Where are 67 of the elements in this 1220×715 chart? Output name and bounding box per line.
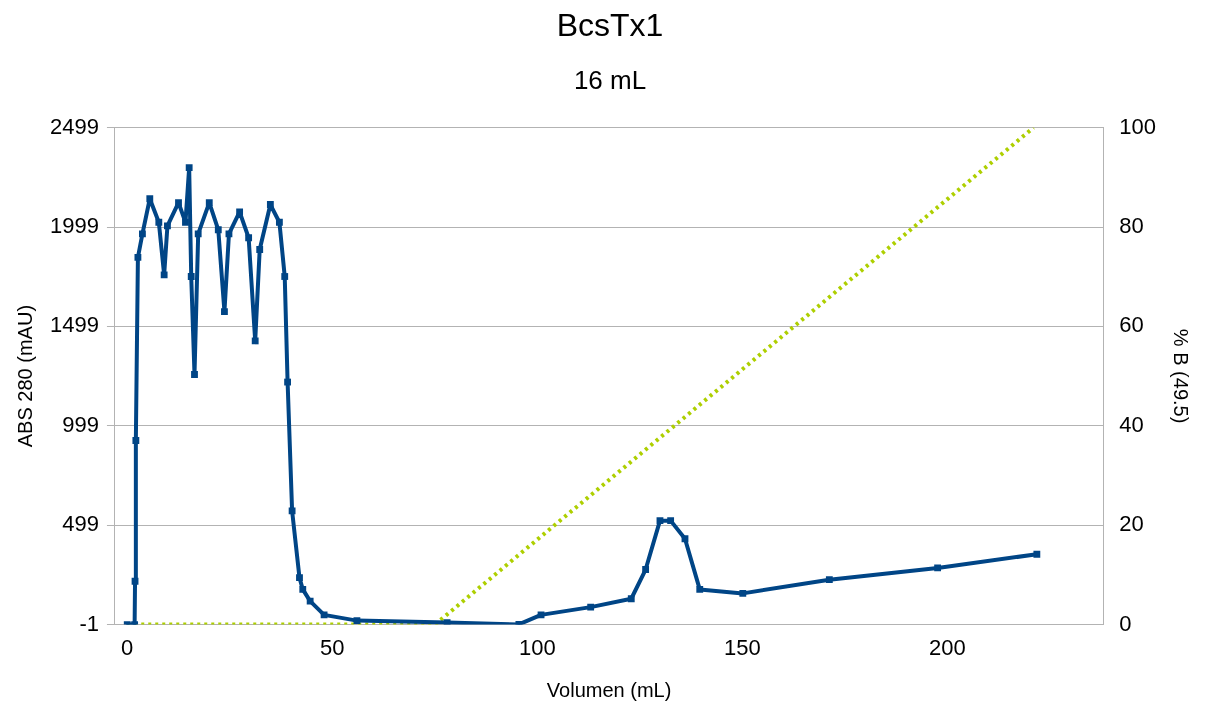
y-tick-label: -1 (79, 610, 99, 636)
point (1033, 550, 1041, 558)
point (251, 337, 259, 345)
point (164, 222, 171, 230)
point (160, 271, 168, 279)
y2-tick-label: 80 (1119, 213, 1144, 239)
y-tick-label: 1999 (49, 213, 99, 239)
y2-axis-title: % B (49.5) (1170, 328, 1193, 424)
point (132, 437, 140, 444)
point (214, 226, 222, 234)
point (320, 611, 328, 619)
y-tick-label: 999 (62, 411, 99, 437)
x-tick-label: 0 (121, 634, 134, 660)
point (627, 595, 635, 603)
y-tick-label: 2499 (49, 113, 99, 139)
point (288, 507, 296, 515)
point (537, 611, 545, 619)
point (146, 195, 154, 203)
x-tick-label: 50 (320, 634, 345, 660)
x-tick-label: 200 (929, 634, 966, 660)
point (681, 535, 689, 543)
y-axis-title: ABS 280 (mAU) (13, 304, 36, 448)
y2-tick-label: 60 (1119, 312, 1144, 338)
point (139, 230, 146, 238)
point (443, 619, 451, 625)
x-axis-title: Volumen (mL) (546, 678, 672, 701)
point (221, 308, 228, 316)
point (205, 199, 213, 206)
y2-tick-label: 0 (1119, 610, 1132, 636)
point (667, 517, 675, 525)
point (194, 230, 202, 238)
point (256, 246, 264, 253)
chart-title: BcsTx1 (556, 7, 664, 44)
point (191, 371, 198, 378)
point (296, 574, 303, 582)
y2-tick-label: 40 (1119, 411, 1144, 437)
point (236, 208, 244, 216)
point (696, 586, 704, 593)
point (131, 577, 139, 585)
point (825, 576, 833, 584)
point (155, 218, 163, 226)
point (934, 564, 942, 572)
x-tick-label: 100 (518, 634, 556, 660)
point (306, 597, 314, 605)
point (284, 378, 292, 386)
point (587, 603, 595, 611)
point (299, 586, 307, 593)
point (656, 517, 664, 525)
point (187, 273, 195, 280)
point (245, 234, 253, 242)
point (134, 254, 142, 261)
y-tick-label: 1499 (49, 312, 99, 338)
y2-tick-label: 20 (1119, 511, 1144, 537)
point (266, 201, 274, 208)
point (225, 230, 233, 238)
point (281, 273, 289, 280)
x-tick-label: 150 (724, 634, 761, 660)
point (642, 566, 650, 573)
y-tick-label: 499 (62, 511, 99, 537)
point (353, 617, 361, 625)
y2-tick-label: 100 (1119, 113, 1157, 139)
point (275, 218, 283, 226)
point (185, 164, 193, 171)
point (739, 589, 747, 597)
chart-subtitle: 16 mL (573, 65, 647, 96)
point (182, 218, 189, 226)
point (175, 199, 182, 206)
